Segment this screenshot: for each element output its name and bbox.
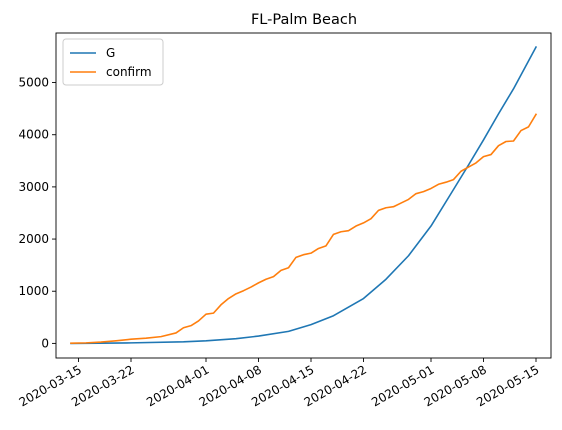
series-line-confirm <box>70 113 538 344</box>
chart-title: FL-Palm Beach <box>251 12 357 28</box>
plot-area <box>70 46 538 345</box>
y-tick-label: 1000 <box>18 284 49 298</box>
y-tick-label: 2000 <box>18 232 49 246</box>
legend-box <box>62 38 164 86</box>
y-tick-label: 3000 <box>18 180 49 194</box>
legend-label-G: G <box>106 46 115 60</box>
y-tick-label: 5000 <box>18 76 49 90</box>
y-tick-label: 4000 <box>18 128 49 142</box>
plot-frame <box>55 32 552 359</box>
legend-label-confirm: confirm <box>106 65 152 79</box>
series-line-G <box>70 46 538 345</box>
y-tick-label: 0 <box>41 336 49 350</box>
